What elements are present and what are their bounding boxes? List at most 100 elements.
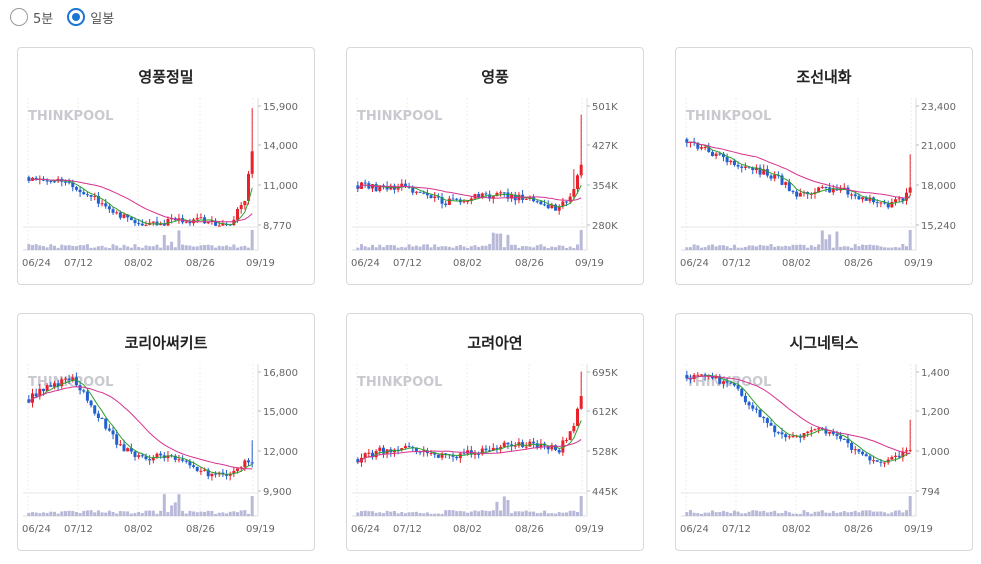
y-tick-label: 23,400 — [921, 102, 956, 113]
candle-body — [707, 147, 711, 152]
volume-bar — [414, 511, 418, 516]
y-tick-label: 18,000 — [921, 181, 956, 192]
candle-body — [166, 455, 170, 459]
candlestick-chart[interactable]: THINKPOOL 15,900 14,000 11,000 8,770 06/24 07/… — [18, 48, 316, 286]
volume-bar — [905, 510, 909, 516]
volume-bar — [477, 246, 481, 250]
candle-body — [868, 456, 872, 461]
volume-bar — [199, 245, 203, 250]
volume-bar — [809, 245, 813, 250]
volume-bar — [181, 510, 185, 516]
candle-body — [82, 192, 86, 195]
candle-body — [418, 451, 422, 453]
volume-bar — [901, 512, 905, 516]
candle-body — [96, 195, 100, 204]
volume-bar — [872, 245, 876, 250]
volume-bar — [206, 510, 210, 516]
candle-body — [703, 147, 707, 149]
candle-body — [550, 204, 554, 209]
candle-body — [250, 462, 254, 464]
candlestick-chart[interactable]: THINKPOOL 23,400 21,000 18,000 15,240 06/24 07… — [676, 48, 974, 286]
radio-daily[interactable]: 일봉 — [67, 8, 114, 27]
volume-bar — [195, 512, 199, 516]
volume-bar — [170, 241, 174, 250]
candle-body — [225, 474, 229, 476]
candle-body — [502, 192, 506, 194]
candle-body — [166, 218, 170, 226]
candle-body — [510, 444, 514, 447]
candle-body — [126, 214, 130, 218]
volume-bar — [773, 510, 777, 516]
volume-bar — [846, 512, 850, 516]
volume-bar — [469, 246, 473, 250]
x-tick-label: 07/12 — [393, 524, 422, 535]
volume-bar — [901, 244, 905, 250]
candle-body — [696, 142, 700, 149]
chart-card-6[interactable]: 시그네틱스 THINKPOOL 1,400 1,200 1,000 794 06/24 07… — [675, 313, 973, 551]
candle-body — [532, 197, 536, 202]
candle-body — [107, 206, 111, 210]
candle-body — [488, 194, 492, 199]
x-tick-label: 08/02 — [124, 258, 153, 269]
volume-bar — [532, 247, 536, 250]
volume-bar — [721, 245, 725, 250]
volume-bar — [886, 513, 890, 516]
chart-card-5[interactable]: 고려아연 THINKPOOL 695K 612K 528K 445K 06/24 07/12… — [346, 313, 644, 551]
radio-daily-circle[interactable] — [67, 8, 86, 26]
chart-card-1[interactable]: 영풍정밀 THINKPOOL 15,900 14,000 11,000 8,770 06/… — [17, 47, 315, 285]
candle-body — [63, 378, 67, 380]
candle-body — [510, 194, 514, 199]
volume-bar — [250, 230, 254, 250]
volume-bar — [820, 230, 824, 250]
chart-card-3[interactable]: 조선내화 THINKPOOL 23,400 21,000 18,000 15,240 06… — [675, 47, 973, 285]
volume-bar — [111, 244, 115, 250]
chart-card-2[interactable]: 영풍 THINKPOOL 501K 427K 354K 280K 06/24 07/12 08… — [346, 47, 644, 285]
volume-bar — [359, 511, 363, 516]
volume-bar — [374, 247, 378, 250]
volume-bar — [214, 513, 218, 516]
volume-bar — [67, 510, 71, 516]
candle-body — [184, 460, 188, 462]
volume-bar — [462, 511, 466, 516]
x-tick-label: 08/02 — [453, 524, 482, 535]
candlestick-chart[interactable]: THINKPOOL 1,400 1,200 1,000 794 06/24 07/12 08/… — [676, 314, 974, 552]
volume-bar — [144, 510, 148, 516]
volume-bar — [506, 234, 510, 250]
volume-bar — [699, 247, 703, 250]
candlestick-chart[interactable]: THINKPOOL 501K 427K 354K 280K 06/24 07/12 08/02… — [347, 48, 645, 286]
volume-bar — [506, 499, 510, 516]
volume-bar — [389, 244, 393, 250]
candle-body — [433, 196, 437, 199]
radio-5min-circle[interactable] — [10, 8, 28, 26]
volume-bar — [133, 513, 137, 516]
volume-bar — [780, 512, 784, 516]
volume-bar — [181, 244, 185, 250]
volume-bar — [162, 494, 166, 516]
candle-body — [890, 201, 894, 208]
volume-bar — [166, 512, 170, 516]
volume-bar — [148, 510, 152, 516]
volume-bar — [714, 512, 718, 516]
radio-5min[interactable]: 5분 — [10, 8, 53, 27]
volume-bar — [477, 511, 481, 516]
candle-body — [455, 456, 459, 459]
volume-bar — [78, 512, 82, 516]
moving-average-long — [686, 141, 911, 199]
volume-bar — [532, 511, 536, 516]
candle-body — [111, 430, 115, 435]
candle-body — [378, 447, 382, 452]
volume-bar — [839, 512, 843, 516]
candlestick-chart[interactable]: THINKPOOL 695K 612K 528K 445K 06/24 07/12 08/02… — [347, 314, 645, 552]
candle-body — [45, 180, 49, 182]
volume-bar — [107, 510, 111, 516]
volume-bar — [868, 510, 872, 516]
x-tick-label: 06/24 — [680, 258, 709, 269]
candle-body — [89, 400, 93, 406]
chart-card-4[interactable]: 코리아써키트 THINKPOOL 16,800 15,000 12,000 9,900 0… — [17, 313, 315, 551]
volume-bar — [861, 244, 865, 250]
radio-daily-label[interactable]: 일봉 — [90, 11, 115, 27]
radio-5min-label[interactable]: 5분 — [33, 11, 54, 27]
volume-bar — [203, 511, 207, 516]
x-tick-label: 08/26 — [186, 524, 215, 535]
